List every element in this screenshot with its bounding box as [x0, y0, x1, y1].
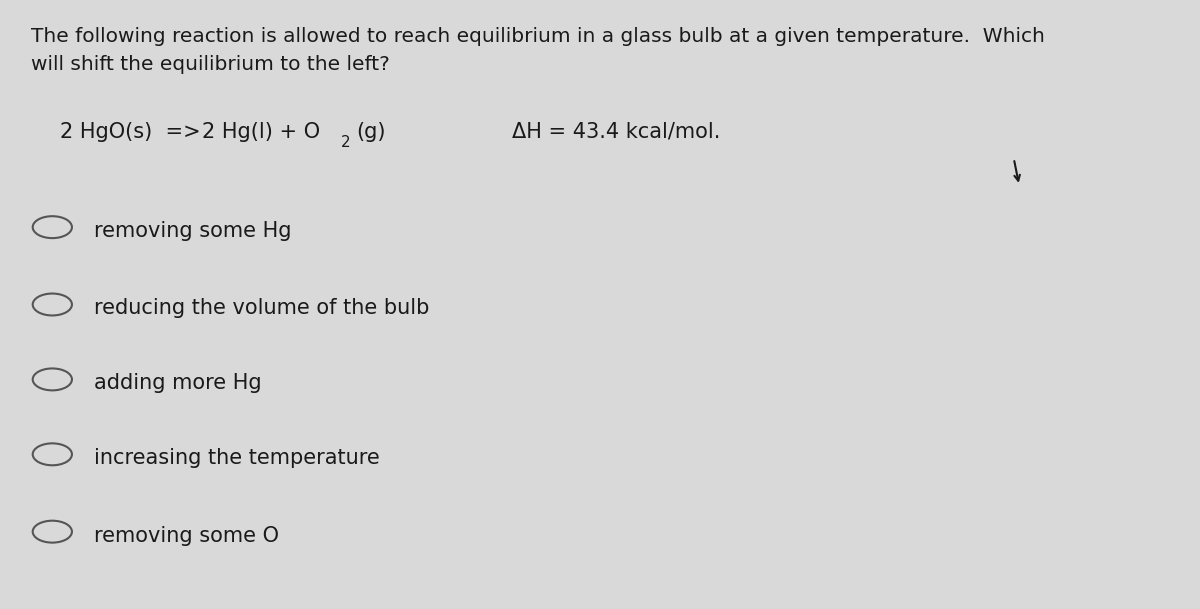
- Text: adding more Hg: adding more Hg: [94, 373, 262, 393]
- Text: 2: 2: [341, 135, 350, 150]
- Text: The following reaction is allowed to reach equilibrium in a glass bulb at a give: The following reaction is allowed to rea…: [30, 27, 1044, 46]
- Text: 2 HgO(s)  =>: 2 HgO(s) =>: [60, 122, 200, 142]
- Text: ΔH = 43.4 kcal/mol.: ΔH = 43.4 kcal/mol.: [512, 122, 721, 142]
- Text: increasing the temperature: increasing the temperature: [94, 448, 379, 468]
- Text: (g): (g): [356, 122, 386, 142]
- Text: removing some O: removing some O: [94, 526, 278, 546]
- Text: will shift the equilibrium to the left?: will shift the equilibrium to the left?: [30, 55, 389, 74]
- Text: reducing the volume of the bulb: reducing the volume of the bulb: [94, 298, 430, 319]
- Text: 2 Hg(l) + O: 2 Hg(l) + O: [202, 122, 319, 142]
- Text: removing some Hg: removing some Hg: [94, 221, 292, 241]
